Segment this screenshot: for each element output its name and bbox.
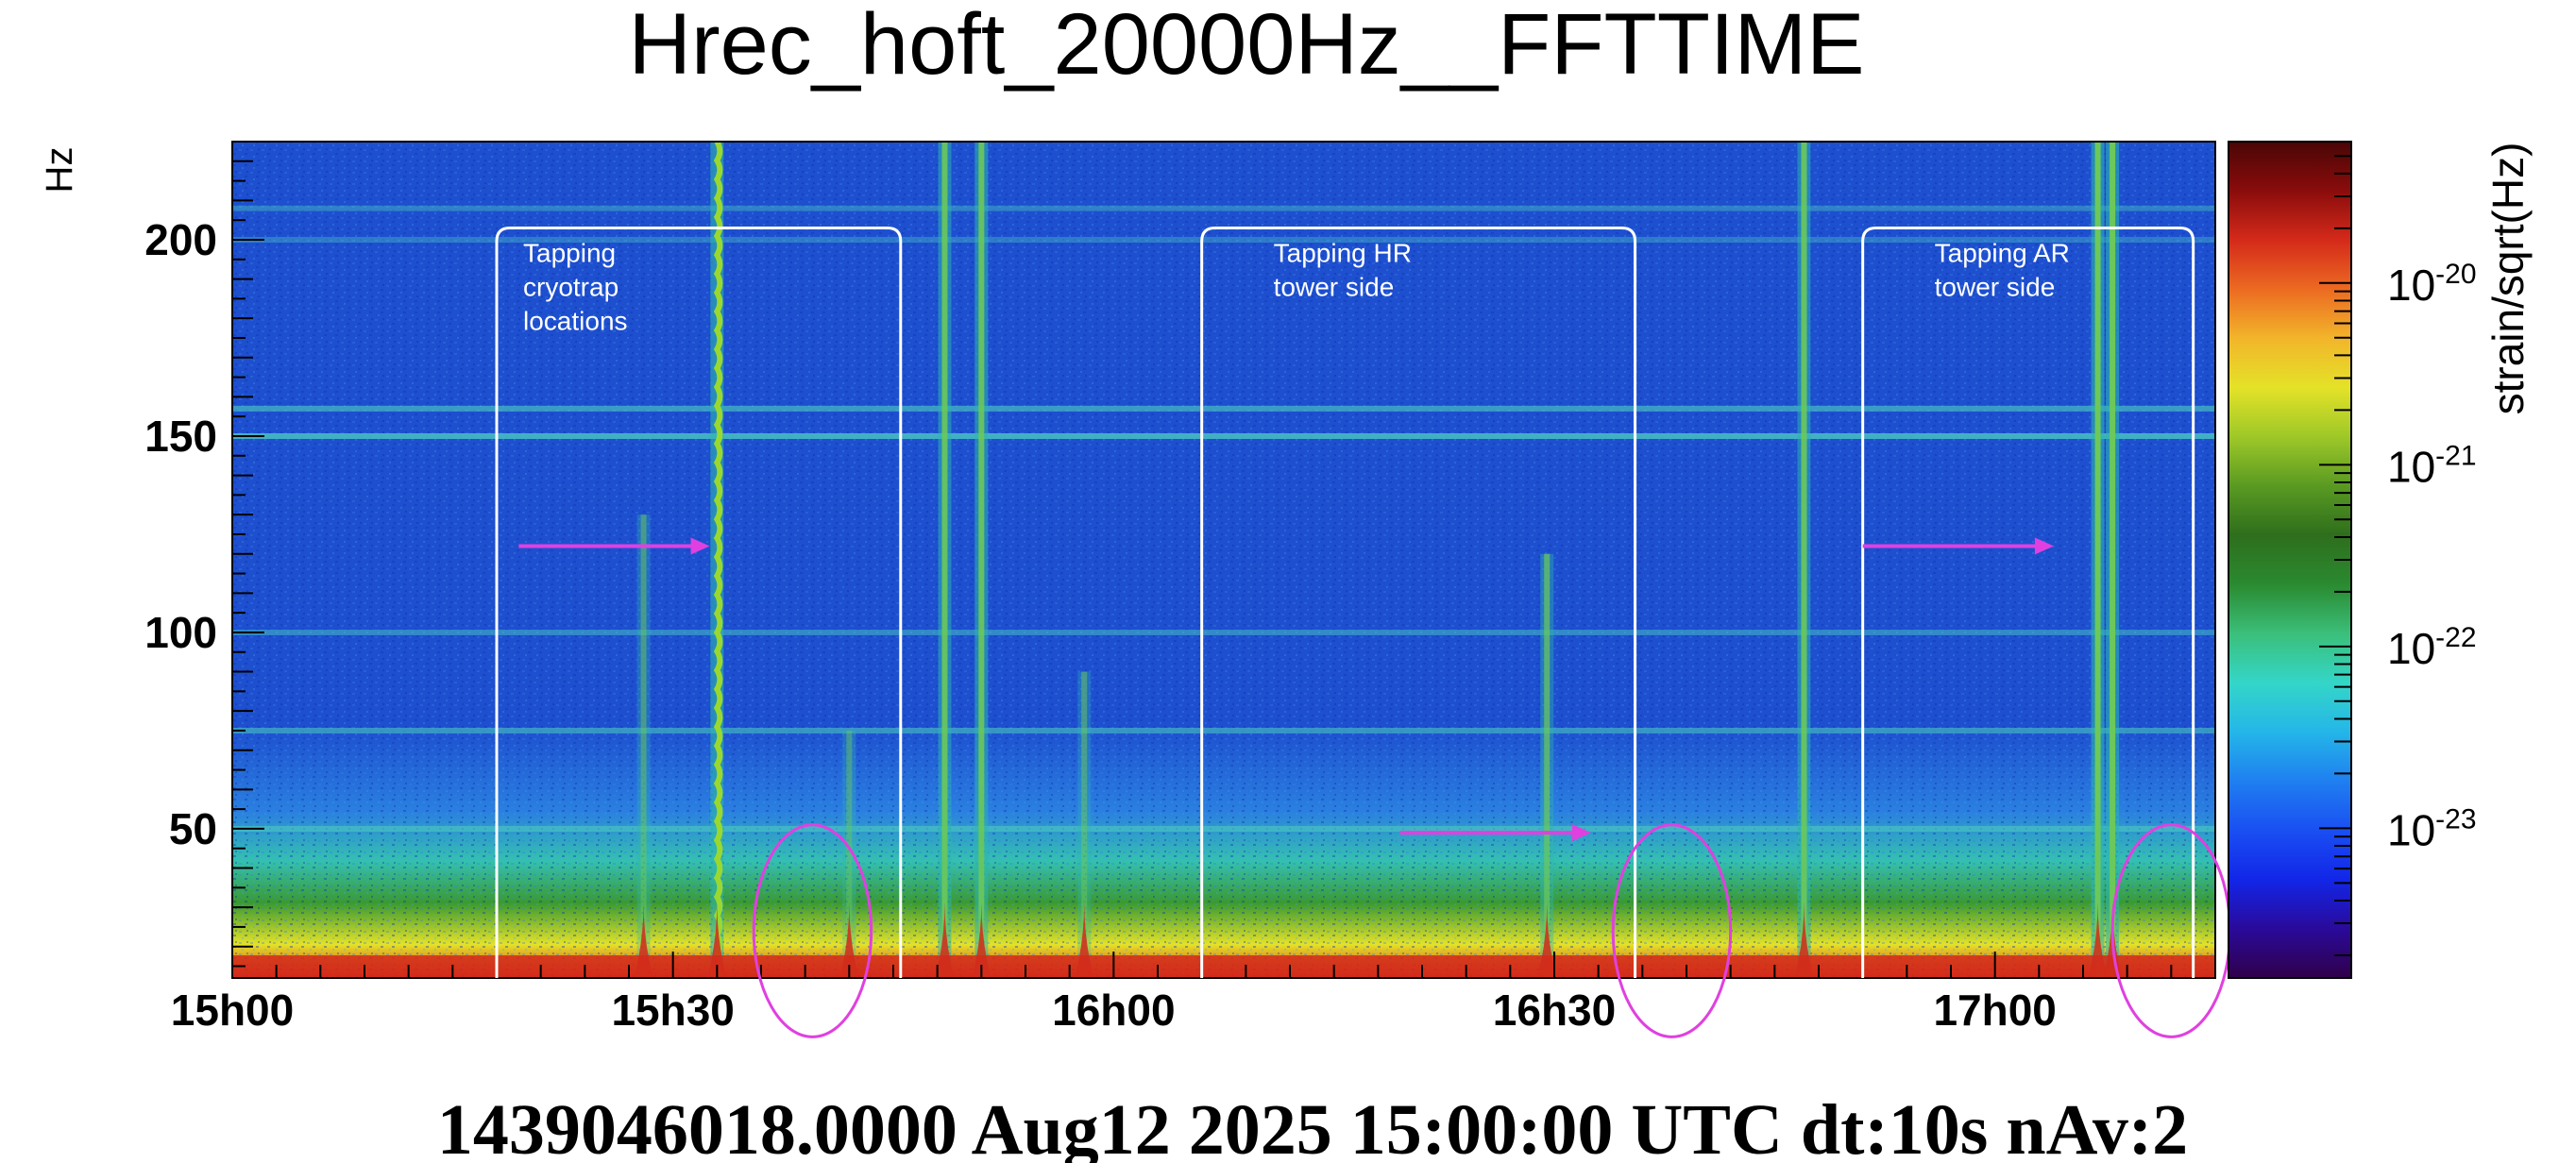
transient-core [1544, 553, 1551, 978]
annotation-box: Tapping cryotrap locations [495, 227, 903, 978]
transient [1075, 671, 1094, 978]
annotation-box-outline [495, 227, 903, 978]
annotation-text: cryotrap [523, 273, 619, 302]
chart-title: Hrec_hoft_20000Hz__FFTTIME [629, 0, 1865, 93]
spectral-line [232, 629, 2215, 635]
annotation-arrow [1862, 537, 2054, 555]
annotation-arrows [518, 537, 2054, 842]
annotation-box-outline [1200, 227, 1637, 978]
annotation-text: tower side [1274, 273, 1395, 302]
annotation-text: Tapping [523, 239, 616, 268]
transient-core [2094, 142, 2101, 978]
annotation-text: Tapping HR [1274, 239, 1412, 268]
x-tick-label: 16h30 [1493, 986, 1616, 1035]
x-axis: 15h00 15h30 16h00 16h30 17h00 [171, 952, 2216, 1035]
transient [935, 142, 955, 978]
colorbar [2229, 142, 2351, 978]
transient [2103, 142, 2123, 978]
transient-core [1081, 671, 1088, 978]
colorbar-tick-exponent: -23 [2435, 803, 2476, 834]
annotation-box: Tapping AR tower side [1861, 227, 2195, 978]
transient [972, 142, 991, 978]
transient-halo [842, 730, 856, 978]
chart-footer: 1439046018.0000 Aug12 2025 15:00:00 UTC … [437, 1090, 2188, 1163]
annotation-boxes: Tapping cryotrap locations Tapping HR tower … [495, 227, 2195, 978]
colorbar-tick-label: 10-22 [2387, 622, 2477, 673]
vertical-transients [634, 142, 2123, 978]
colorbar-label: strain/sqrt(Hz) [2483, 143, 2533, 415]
plot-area [232, 142, 2215, 978]
transient-core [640, 514, 647, 978]
colorbar-tick-exponent: -21 [2435, 440, 2476, 471]
x-tick-label: 16h00 [1052, 986, 1175, 1035]
annotation-text: Tapping AR [1935, 239, 2070, 268]
plot-frame [231, 141, 2216, 979]
colorbar-tick-label: 10-20 [2387, 259, 2477, 310]
y-tick-label: 200 [144, 215, 217, 264]
horizontal-lines [232, 205, 2215, 832]
transient [634, 514, 653, 978]
spectrogram-noise [232, 142, 2215, 978]
spectral-line [232, 405, 2215, 412]
annotation-text: tower side [1935, 273, 2056, 302]
transient [1537, 553, 1557, 978]
annotation-box: Tapping HR tower side [1200, 227, 1637, 978]
y-axis-label: Hz [39, 147, 80, 194]
transient-core [2110, 142, 2116, 978]
colorbar-tick-exponent: -20 [2435, 259, 2476, 290]
transient-core [1801, 142, 1807, 978]
annotation-ellipse [1611, 823, 1733, 1038]
colorbar-axis: 10-20 10-21 10-22 10-23 [2319, 141, 2477, 956]
annotation-box-outline [1861, 227, 2195, 978]
colorbar-tick-label: 10-21 [2387, 440, 2477, 491]
arrow-head [1571, 824, 1591, 842]
colorbar-tick-label: 10-23 [2387, 803, 2477, 854]
spectral-line [232, 825, 2215, 832]
low-frequency-band [232, 955, 2215, 978]
arrow-head [2034, 537, 2054, 555]
x-tick-label: 15h00 [171, 986, 294, 1035]
spectral-line [232, 236, 2215, 243]
spectral-line [232, 205, 2215, 211]
transient [839, 730, 859, 978]
annotation-text: locations [523, 307, 628, 336]
annotation-arrow [1399, 824, 1591, 842]
annotation-ellipses [752, 823, 2232, 1038]
transient-core [978, 142, 985, 978]
transient [707, 142, 727, 978]
y-axis: 50 100 150 200 [144, 160, 264, 968]
annotation-ellipse [752, 823, 873, 1038]
y-tick-label: 50 [169, 804, 217, 853]
y-tick-label: 100 [144, 608, 217, 657]
transient [1794, 142, 1814, 978]
x-tick-label: 15h30 [611, 986, 734, 1035]
transient-core [846, 730, 853, 978]
annotation-arrow [518, 537, 710, 555]
transient-core [713, 142, 723, 978]
arrow-head [690, 537, 710, 555]
spectral-line [232, 727, 2215, 733]
y-tick-label: 150 [144, 412, 217, 461]
x-tick-label: 17h00 [1933, 986, 2056, 1035]
transient-core [941, 142, 948, 978]
colorbar-tick-exponent: -22 [2435, 622, 2476, 653]
transient [2088, 142, 2108, 978]
spectral-line [232, 432, 2215, 439]
